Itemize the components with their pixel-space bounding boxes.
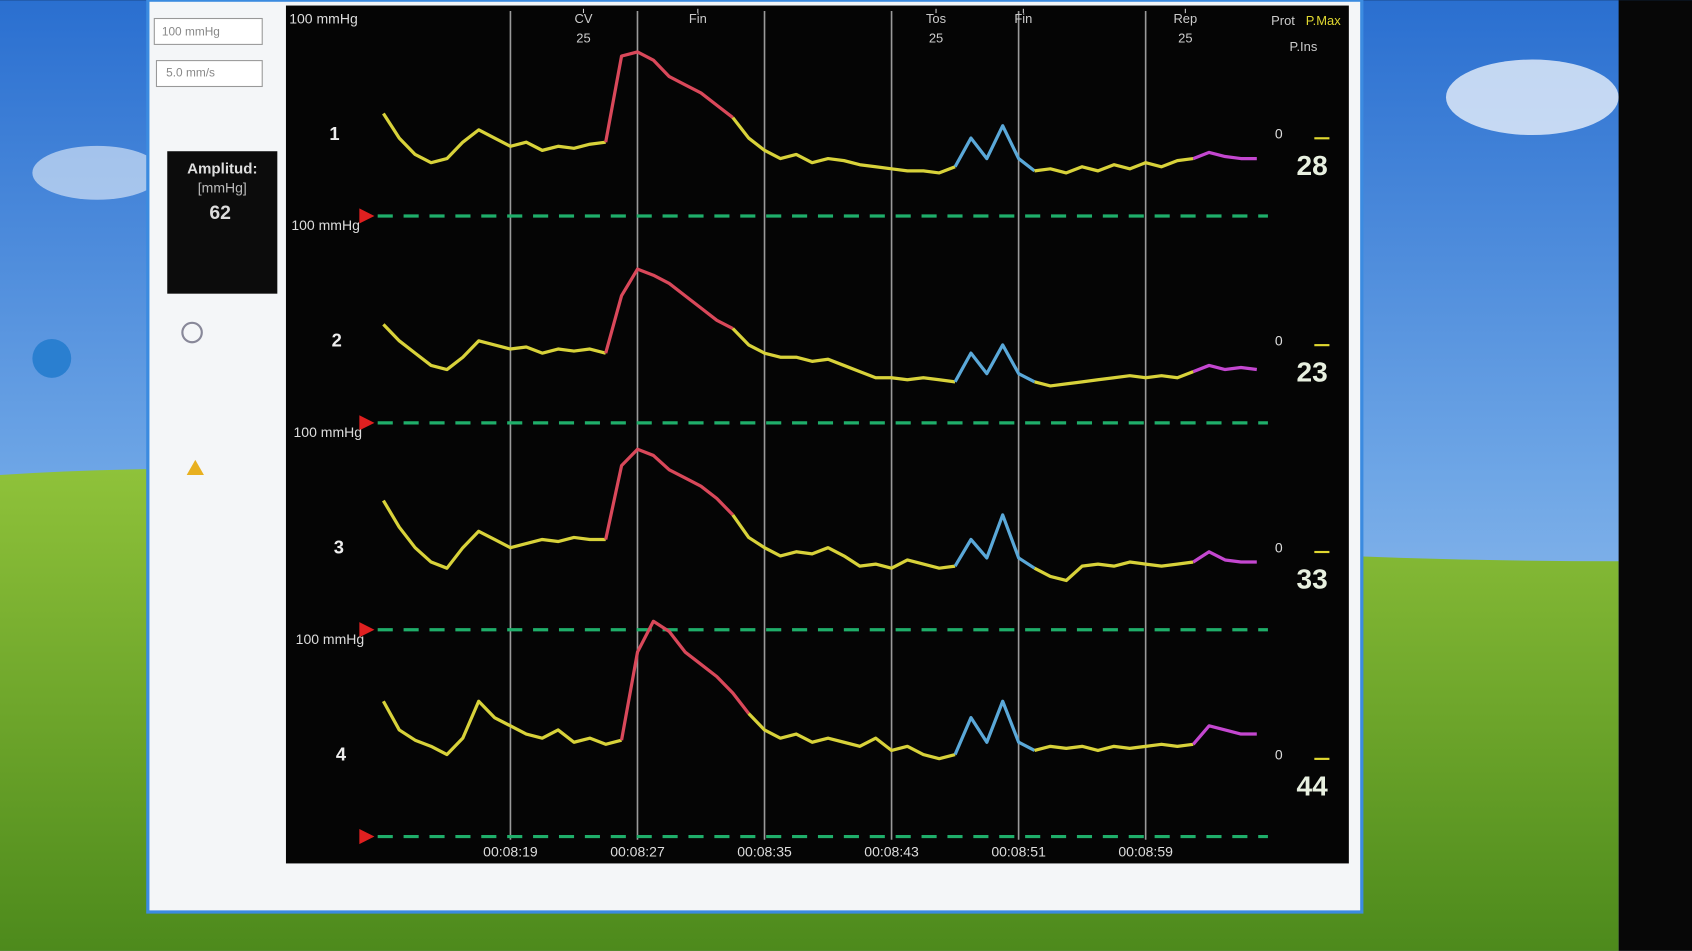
desktop-icon[interactable] xyxy=(32,339,71,378)
event-label: Tos xyxy=(926,11,946,26)
screen: 100 mmHg 5.0 mm/s Amplitud: [mmHg] 62 00… xyxy=(0,0,1692,951)
channel-label: 3 xyxy=(334,537,344,558)
amplitude-value: 62 xyxy=(209,202,231,224)
event-label: CV xyxy=(574,11,592,26)
monitor-bezel xyxy=(1619,0,1692,951)
amplitude-value: 28 xyxy=(1297,150,1328,181)
x-tick-label: 00:08:35 xyxy=(737,843,792,859)
x-tick-label: 00:08:59 xyxy=(1118,843,1173,859)
legend-entry: P.Ins xyxy=(1290,39,1318,54)
event-count: 25 xyxy=(929,30,943,45)
channel-label: 2 xyxy=(332,330,342,351)
event-label: Fin xyxy=(689,11,707,26)
cloud xyxy=(32,146,161,200)
amplitude-title: Amplitud: xyxy=(187,161,257,178)
channel-label: 1 xyxy=(329,123,339,144)
zero-label: 0 xyxy=(1275,539,1283,555)
zero-label: 0 xyxy=(1275,333,1283,349)
x-tick-label: 00:08:27 xyxy=(610,843,665,859)
event-count: 25 xyxy=(1178,30,1192,45)
event-count: 25 xyxy=(576,30,590,45)
scale-label: 100 mmHg xyxy=(291,217,360,233)
amplitude-value: 33 xyxy=(1297,564,1328,595)
amplitude-value: 23 xyxy=(1297,357,1328,388)
event-label: Rep xyxy=(1173,11,1197,26)
zero-label: 0 xyxy=(1275,126,1283,142)
x-tick-label: 00:08:51 xyxy=(991,843,1046,859)
x-tick-label: 00:08:19 xyxy=(483,843,538,859)
scale-label: 100 mmHg xyxy=(296,631,365,647)
scale-label: 100 mmHg xyxy=(289,10,358,26)
scale-label: 100 mmHg xyxy=(294,424,363,440)
legend-entry: P.Max xyxy=(1306,13,1342,28)
amplitude-unit: [mmHg] xyxy=(198,180,247,196)
page: 100 mmHg 5.0 mm/s Amplitud: [mmHg] 62 00… xyxy=(0,0,1692,951)
scale-select-text: 100 mmHg xyxy=(162,25,220,39)
legend-entry: Prot xyxy=(1271,13,1295,28)
channel-label: 4 xyxy=(336,743,347,764)
event-label: Fin xyxy=(1014,11,1032,26)
plot-area xyxy=(286,6,1349,864)
speed-select-text: 5.0 mm/s xyxy=(166,66,215,80)
cloud xyxy=(1446,60,1619,136)
x-tick-label: 00:08:43 xyxy=(864,843,919,859)
zero-label: 0 xyxy=(1275,746,1283,762)
amplitude-value: 44 xyxy=(1297,770,1329,801)
